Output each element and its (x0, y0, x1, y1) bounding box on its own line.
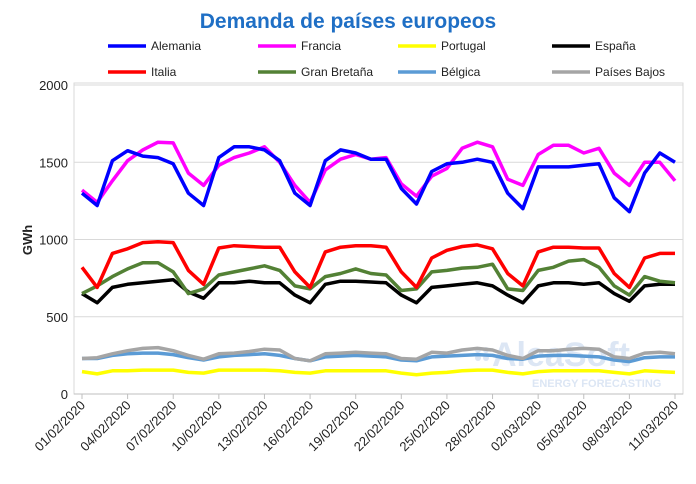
legend-label: Bélgica (441, 65, 481, 79)
series-lines (80, 140, 677, 377)
y-tick-label: 500 (46, 310, 68, 325)
series-line-portugal (81, 368, 676, 377)
y-tick-label: 2000 (39, 78, 68, 93)
x-tick-label: 11/03/2020 (625, 398, 681, 454)
axes: 050010001500200001/02/202004/02/202007/0… (31, 78, 683, 454)
series-line-españa (81, 277, 675, 305)
y-tick-label: 0 (61, 387, 68, 402)
legend-label: Francia (301, 39, 341, 53)
legend: Alemania Francia Portugal España Italia Gran … (108, 39, 665, 79)
y-tick-label: 1000 (39, 233, 68, 248)
series-line-países-bajos (81, 345, 676, 363)
y-tick-label: 1500 (39, 155, 68, 170)
series-line-francia (80, 140, 677, 205)
legend-label: Países Bajos (595, 65, 665, 79)
legend-label: Portugal (441, 39, 486, 53)
series-line-gran-bretaña (81, 257, 676, 297)
legend-label: España (595, 39, 636, 53)
legend-label: Italia (151, 65, 177, 79)
svg-text:ENERGY FORECASTING: ENERGY FORECASTING (532, 378, 661, 390)
y-axis-label: GWh (20, 225, 35, 255)
series-line-alemania (80, 145, 676, 214)
legend-label: Gran Bretaña (301, 65, 373, 79)
series-line-italia (80, 240, 675, 290)
watermark-logo: AleaSoft ENERGY FORECASTING (475, 336, 661, 390)
legend-label: Alemania (151, 39, 201, 53)
chart-title: Demanda de países europeos (200, 10, 496, 33)
series-line-bélgica (82, 351, 675, 364)
